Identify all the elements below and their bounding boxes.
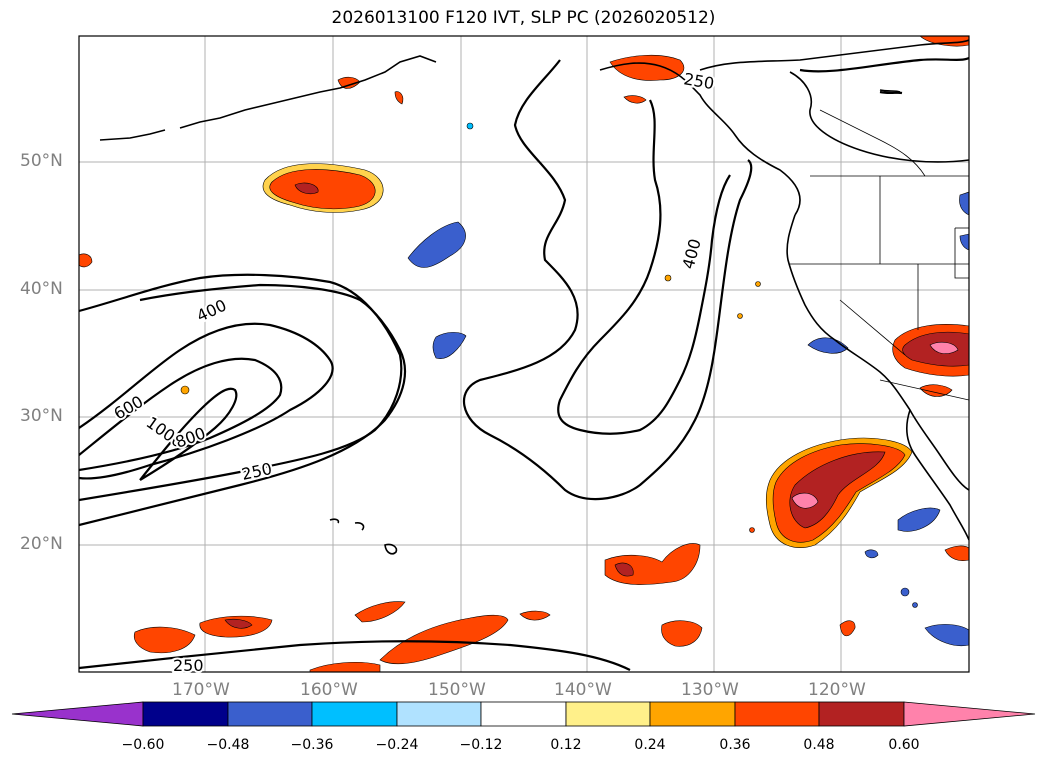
lon-label-120w: 120°W — [808, 680, 866, 700]
colorbar-segment — [565, 701, 651, 727]
lat-label-20n: 20°N — [20, 534, 63, 554]
lat-label-50n: 50°N — [20, 151, 63, 171]
contour-label: 600 — [111, 392, 147, 424]
colorbar-extend-max — [903, 701, 1036, 727]
colorbar-tick-label: 0.48 — [803, 737, 835, 753]
contour-label-group: 400 600 1000 800 250 400 250 250 — [109, 67, 718, 677]
contour-label: 250 — [173, 656, 204, 675]
lon-label-130w: 130°W — [681, 680, 739, 700]
colorbar-tick-label: −0.24 — [375, 737, 419, 753]
colorbar-tick-label: −0.36 — [290, 737, 334, 753]
lat-label-30n: 30°N — [20, 406, 63, 426]
page-title: 2026013100 F120 IVT, SLP PC (2026020512) — [331, 8, 716, 28]
lon-label-170w: 170°W — [172, 680, 230, 700]
colorbar-tick-label: −0.48 — [206, 737, 250, 753]
colorbar-segment — [734, 701, 820, 727]
colorbar-segment — [396, 701, 482, 727]
colorbar-tick-label: −0.12 — [459, 737, 503, 753]
lon-label-150w: 150°W — [428, 680, 486, 700]
colorbar-extend-min — [11, 701, 144, 727]
contour-label: 800 — [173, 423, 208, 451]
contours — [79, 56, 969, 671]
contour-label: 250 — [682, 69, 715, 93]
colorbar-segment — [142, 701, 229, 727]
colorbar-segment — [227, 701, 313, 727]
colorbar — [11, 701, 1036, 727]
colorbar-tick-label: −0.60 — [121, 737, 165, 753]
colorbar-segment — [311, 701, 398, 727]
colorbar-tick-label: 0.24 — [634, 737, 666, 753]
lat-label-40n: 40°N — [20, 279, 63, 299]
plot-frame — [78, 35, 970, 673]
coastlines — [99, 39, 969, 555]
colorbar-tick-label: 0.12 — [550, 737, 582, 753]
colorbar-tick-label: 0.36 — [719, 737, 751, 753]
colorbar-segment — [818, 701, 905, 727]
political-borders — [790, 109, 969, 401]
colorbar-segment — [480, 701, 567, 727]
lon-label-160w: 160°W — [300, 680, 358, 700]
contour-label: 250 — [240, 459, 274, 484]
gridlines — [79, 36, 969, 672]
lon-label-140w: 140°W — [554, 680, 612, 700]
colorbar-tick-label: 0.60 — [888, 737, 920, 753]
contour-label: 400 — [194, 295, 230, 325]
ivt-anomaly-shading — [79, 36, 969, 672]
colorbar-segment — [649, 701, 736, 727]
contour-label: 400 — [679, 237, 705, 271]
